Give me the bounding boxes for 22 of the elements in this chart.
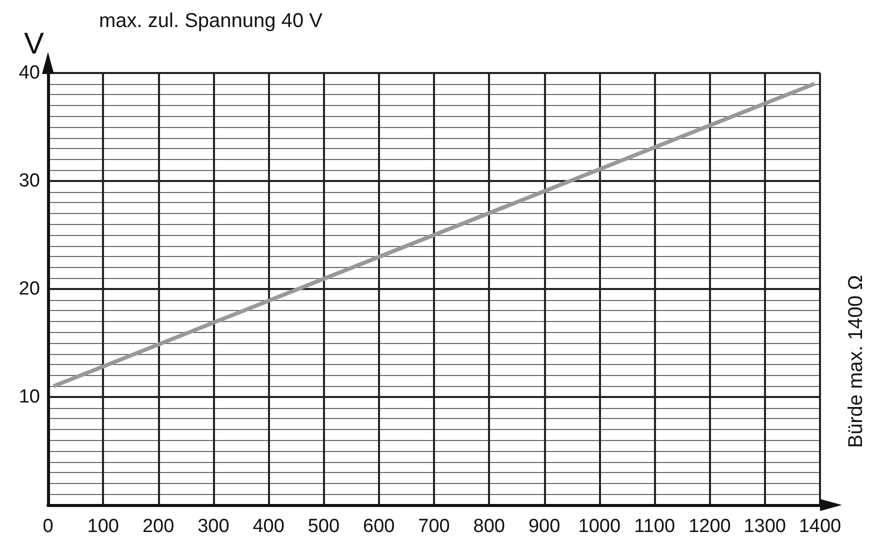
x-tick-label: 300	[198, 516, 230, 537]
y-tick-label: 20	[18, 278, 40, 300]
x-tick-label: 1100	[634, 516, 675, 537]
x-tick-label: 0	[42, 516, 54, 537]
x-tick-label: 900	[528, 516, 560, 537]
x-tick-label: 700	[418, 516, 450, 537]
x-tick-label: 1300	[744, 516, 786, 537]
x-tick-label: 100	[87, 516, 119, 537]
y-axis-title: V	[24, 28, 44, 60]
chart-title: max. zul. Spannung 40 V	[99, 10, 324, 32]
y-tick-label: 10	[18, 386, 40, 408]
x-tick-label: 500	[308, 516, 340, 537]
x-tick-label: 1200	[688, 516, 731, 537]
x-tick-label: 1000	[578, 516, 621, 537]
x-tick-label: 600	[363, 516, 395, 537]
y-tick-label: 40	[18, 62, 40, 84]
x-tick-label: 200	[142, 516, 174, 537]
text: Bürde max. 1400 Ω	[845, 274, 867, 448]
y-tick-label: 30	[18, 170, 40, 192]
x-tick-label: 1400	[798, 516, 842, 537]
x-tick-label: 400	[252, 516, 284, 537]
x-tick-label: 800	[473, 516, 505, 537]
